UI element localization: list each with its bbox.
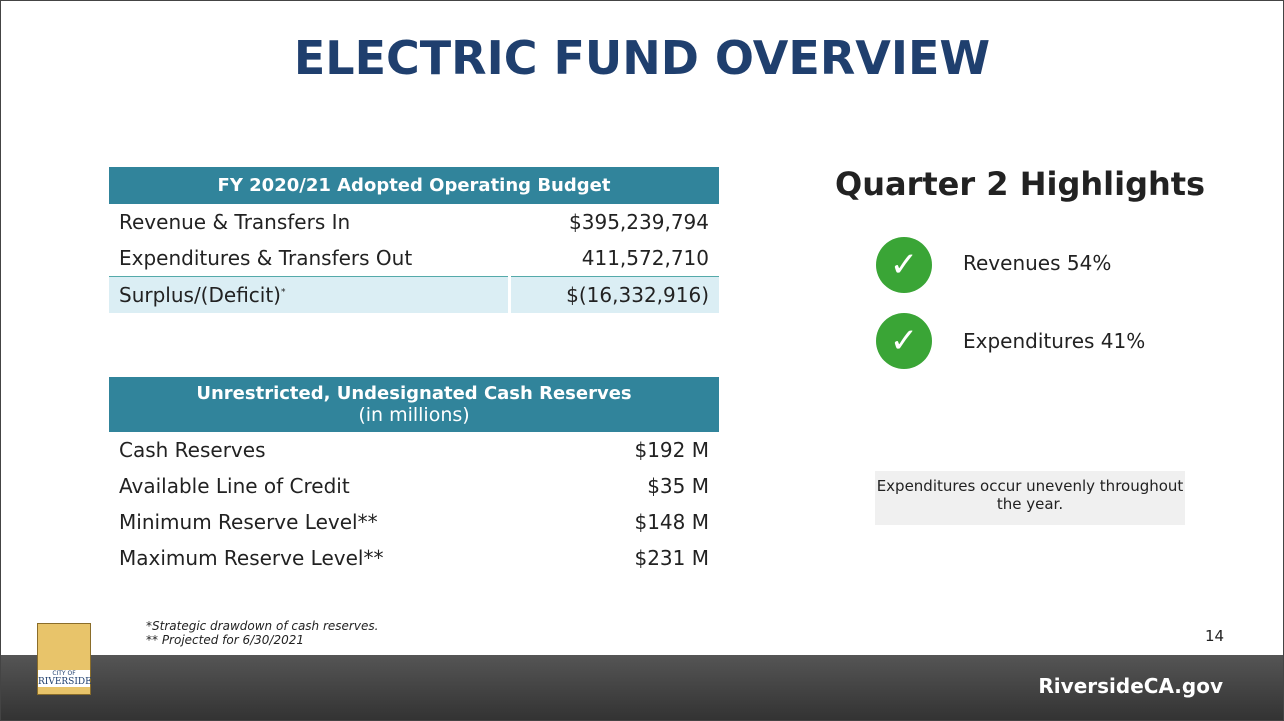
table-header: FY 2020/21 Adopted Operating Budget (109, 167, 719, 204)
check-icon: ✓ (876, 237, 932, 293)
logo-name: RIVERSIDE (38, 677, 92, 687)
cell: $(16,332,916) (507, 276, 719, 313)
footer-bar (1, 655, 1283, 720)
subheader: (in millions) (358, 404, 470, 426)
note: Expenditures occur unevenly throughout t… (875, 471, 1185, 525)
highlight-item: Expenditures 41% (963, 329, 1146, 353)
cell: Cash Reserves (119, 438, 266, 462)
logo-top: CITY OF (52, 670, 76, 677)
cell: Revenue & Transfers In (119, 210, 351, 234)
logo: CITY OF RIVERSIDE (37, 623, 92, 695)
logo-text: CITY OF RIVERSIDE (38, 670, 92, 687)
cell: Surplus/(Deficit)* (109, 276, 510, 313)
page-number: 14 (1205, 627, 1225, 645)
table-header: Unrestricted, Undesignated Cash Reserves… (109, 377, 719, 432)
cell: $192 M (634, 438, 709, 462)
footnote: ** Projected for 6/30/2021 (146, 633, 305, 647)
check-icon: ✓ (876, 313, 932, 369)
budget-table: FY 2020/21 Adopted Operating Budget Reve… (109, 167, 719, 313)
reserves-table: Unrestricted, Undesignated Cash Reserves… (109, 377, 719, 576)
footer-link: RiversideCA.gov (1038, 674, 1223, 698)
footnote-mark: * (280, 287, 286, 298)
cell: Available Line of Credit (119, 474, 350, 498)
footnotes: *Strategic drawdown of cash reserves. **… (146, 619, 378, 647)
title: ELECTRIC FUND OVERVIEW (293, 31, 991, 85)
cell: Maximum Reserve Level** (119, 546, 384, 570)
cell: Expenditures & Transfers Out (119, 246, 413, 270)
cell: Minimum Reserve Level** (119, 510, 378, 534)
footnote: *Strategic drawdown of cash reserves. (146, 619, 379, 633)
highlight-item: Revenues 54% (963, 251, 1112, 275)
cell: $395,239,794 (569, 210, 709, 234)
cell: $35 M (647, 474, 709, 498)
cell: $148 M (634, 510, 709, 534)
cell: $231 M (634, 546, 709, 570)
highlights-title: Quarter 2 Highlights (835, 165, 1206, 203)
cell-text: Surplus/(Deficit) (119, 283, 281, 307)
header-text: Unrestricted, Undesignated Cash Reserves (196, 383, 632, 404)
cell: 411,572,710 (581, 246, 709, 270)
